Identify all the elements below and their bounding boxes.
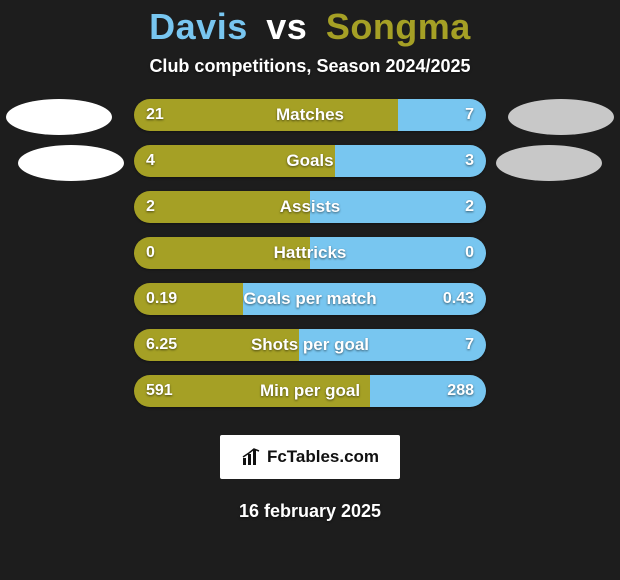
stat-value-left: 4 [134,145,167,177]
comparison-infographic: Davis vs Songma Club competitions, Seaso… [0,0,620,580]
stat-value-right: 7 [453,329,486,361]
stat-value-left: 0 [134,237,167,269]
stat-row: 217Matches [134,99,486,131]
stat-row: 22Assists [134,191,486,223]
footer-date: 16 february 2025 [0,501,620,522]
stat-value-left: 21 [134,99,176,131]
stat-value-right: 288 [435,375,486,407]
stat-row: 43Goals [134,145,486,177]
stat-value-right: 2 [453,191,486,223]
stat-value-left: 591 [134,375,185,407]
stat-value-right: 0.43 [431,283,486,315]
stat-bars: 217Matches43Goals22Assists00Hattricks0.1… [134,99,486,407]
stat-row: 0.190.43Goals per match [134,283,486,315]
club-badge-right-1 [508,99,614,135]
stats-area: 217Matches43Goals22Assists00Hattricks0.1… [0,99,620,407]
stat-value-left: 6.25 [134,329,189,361]
stat-value-right: 7 [453,99,486,131]
club-badge-right-2 [496,145,602,181]
vs-text: vs [266,6,307,47]
club-badge-left-2 [18,145,124,181]
stat-value-right: 3 [453,145,486,177]
stat-value-left: 0.19 [134,283,189,315]
brand-link[interactable]: FcTables.com [220,435,400,479]
stat-row: 00Hattricks [134,237,486,269]
subtitle: Club competitions, Season 2024/2025 [0,56,620,77]
player-2-name: Songma [326,6,471,47]
brand-text: FcTables.com [267,447,379,467]
stat-value-left: 2 [134,191,167,223]
brand-chart-icon [241,447,261,467]
stat-value-right: 0 [453,237,486,269]
club-badge-left-1 [6,99,112,135]
stat-row: 6.257Shots per goal [134,329,486,361]
stat-row: 591288Min per goal [134,375,486,407]
page-title: Davis vs Songma [0,0,620,54]
player-1-name: Davis [149,6,248,47]
